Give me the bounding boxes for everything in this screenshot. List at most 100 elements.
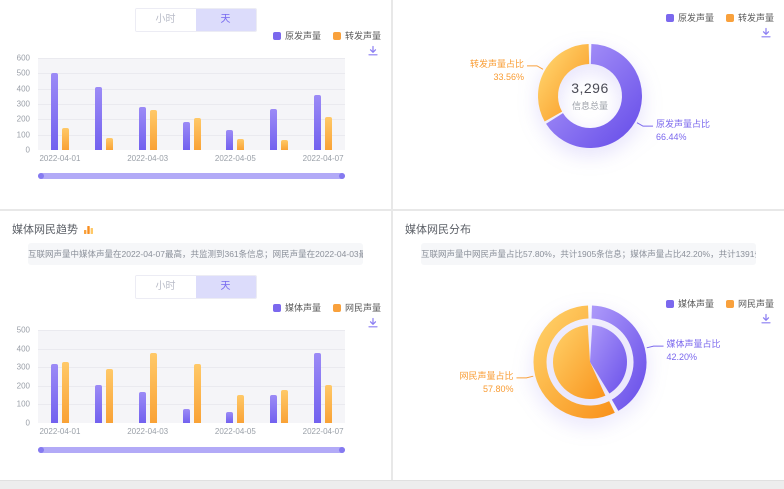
download-icon[interactable]: [760, 313, 772, 325]
download-icon[interactable]: [367, 317, 379, 329]
origin-repost-trend-panel: 小时 天 原发声量 转发声量 600 500 400 300 200 100 0 2022-…: [0, 0, 391, 209]
donut-label-name: 原发声量占比: [656, 119, 711, 130]
gridline: [38, 404, 345, 406]
donut-label-name: 转发声量占比: [469, 58, 524, 69]
scrollbar-handle[interactable]: [38, 173, 44, 179]
x-axis-label: [257, 154, 301, 163]
bar-purple[interactable]: [314, 94, 322, 150]
legend-item-origin[interactable]: 原发声量: [665, 11, 714, 24]
bar-purple[interactable]: [270, 394, 278, 423]
scrollbar-handle[interactable]: [339, 173, 345, 179]
bar-group[interactable]: [138, 58, 157, 150]
bar-group[interactable]: [138, 330, 157, 423]
bottom-scroll-strip[interactable]: [0, 480, 784, 489]
legend-swatch-purple: [272, 303, 281, 312]
x-axis-label: [82, 427, 126, 436]
legend-label: 媒体声量: [284, 303, 321, 313]
gridline: [38, 385, 345, 387]
bar-group[interactable]: [270, 330, 289, 423]
x-axis-label: 2022-04-03: [127, 427, 169, 436]
legend-item-repost[interactable]: 转发声量: [725, 11, 774, 24]
gridline: [38, 330, 345, 331]
bar-purple[interactable]: [226, 130, 234, 150]
bar-purple[interactable]: [138, 392, 146, 423]
media-netizen-trend-panel: 媒体网民趋势 互联网声量中媒体声量在2022-04-07最高，共监测到361条信…: [0, 211, 391, 480]
legend-item-netizen[interactable]: 网民声量: [725, 297, 774, 310]
bar-purple[interactable]: [182, 408, 190, 423]
pie-segment-purple[interactable]: [591, 305, 647, 411]
bar-orange[interactable]: [237, 138, 245, 150]
bar-purple[interactable]: [50, 364, 58, 423]
label-leader-line: [646, 345, 664, 349]
bar-orange[interactable]: [105, 138, 113, 150]
bar-slot: [257, 330, 301, 423]
panel-title-text: 媒体网民分布: [405, 224, 471, 236]
bar-group[interactable]: [314, 58, 333, 150]
bar-slot: [170, 58, 214, 150]
y-axis: 500 400 300 200 100 0: [8, 326, 34, 428]
bar-chart-icon: [83, 224, 94, 235]
donut-label-repost: 转发声量占比 33.56%: [470, 58, 524, 84]
bar-group[interactable]: [226, 330, 245, 423]
legend-item-media[interactable]: 媒体声量: [272, 301, 321, 314]
bar-purple[interactable]: [94, 87, 102, 150]
bar-orange[interactable]: [281, 390, 289, 423]
pie-inner-wedge-orange[interactable]: [553, 325, 606, 399]
bar-group[interactable]: [270, 58, 289, 150]
pie-segment-orange[interactable]: [538, 44, 590, 122]
download-icon[interactable]: [760, 27, 772, 39]
download-icon[interactable]: [367, 45, 379, 57]
media-netizen-bar-chart: 500 400 300 200 100 0 2022-04-01 2022-04-03 202…: [17, 326, 345, 436]
scrollbar-handle[interactable]: [38, 447, 44, 453]
bar-slots: [38, 330, 345, 423]
bar-group[interactable]: [50, 58, 69, 150]
bar-purple[interactable]: [94, 385, 102, 423]
toggle-option-day[interactable]: 天: [195, 9, 256, 31]
bar-orange[interactable]: [61, 362, 69, 423]
legend-label: 原发声量: [284, 31, 321, 41]
bar-orange[interactable]: [281, 140, 289, 150]
bar-orange[interactable]: [193, 363, 201, 423]
pie-segment-purple[interactable]: [546, 44, 642, 148]
pie-segment-orange[interactable]: [533, 305, 615, 419]
toggle-option-day[interactable]: 天: [195, 276, 256, 298]
bar-orange[interactable]: [61, 127, 69, 150]
bar-orange[interactable]: [325, 117, 333, 150]
bar-slot: [126, 330, 170, 423]
chart-scrollbar[interactable]: [38, 173, 345, 179]
scrollbar-handle[interactable]: [339, 447, 345, 453]
bar-slots: [38, 58, 345, 150]
bar-purple[interactable]: [270, 108, 278, 150]
bar-orange[interactable]: [149, 110, 157, 150]
bar-purple[interactable]: [50, 73, 58, 150]
bar-group[interactable]: [50, 330, 69, 423]
toggle-option-hour[interactable]: 小时: [135, 276, 196, 298]
bar-purple[interactable]: [182, 121, 190, 150]
bar-purple[interactable]: [226, 412, 234, 423]
panel-title: 媒体网民趋势: [12, 221, 94, 237]
x-axis-label: 2022-04-07: [302, 154, 344, 163]
bar-purple[interactable]: [138, 107, 146, 150]
bar-group[interactable]: [182, 330, 201, 423]
panel-title-text: 媒体网民趋势: [12, 224, 78, 236]
legend-item-repost[interactable]: 转发声量: [332, 29, 381, 42]
bar-orange[interactable]: [237, 395, 245, 423]
bar-group[interactable]: [226, 58, 245, 150]
legend-item-netizen[interactable]: 网民声量: [332, 301, 381, 314]
x-axis-label: 2022-04-05: [214, 427, 256, 436]
bar-group[interactable]: [314, 330, 333, 423]
legend-item-origin[interactable]: 原发声量: [272, 29, 321, 42]
bar-orange[interactable]: [149, 352, 157, 423]
bar-orange[interactable]: [325, 385, 333, 423]
bar-group[interactable]: [94, 58, 113, 150]
chart-scrollbar[interactable]: [38, 447, 345, 453]
pie-inner-wedge-purple[interactable]: [590, 325, 627, 394]
bar-orange[interactable]: [105, 368, 113, 423]
bar-group[interactable]: [182, 58, 201, 150]
x-axis-label: 2022-04-01: [39, 154, 81, 163]
bar-group[interactable]: [94, 330, 113, 423]
bar-purple[interactable]: [314, 353, 322, 423]
bar-orange[interactable]: [193, 117, 201, 150]
toggle-option-hour[interactable]: 小时: [135, 9, 196, 31]
legend-item-media[interactable]: 媒体声量: [665, 297, 714, 310]
